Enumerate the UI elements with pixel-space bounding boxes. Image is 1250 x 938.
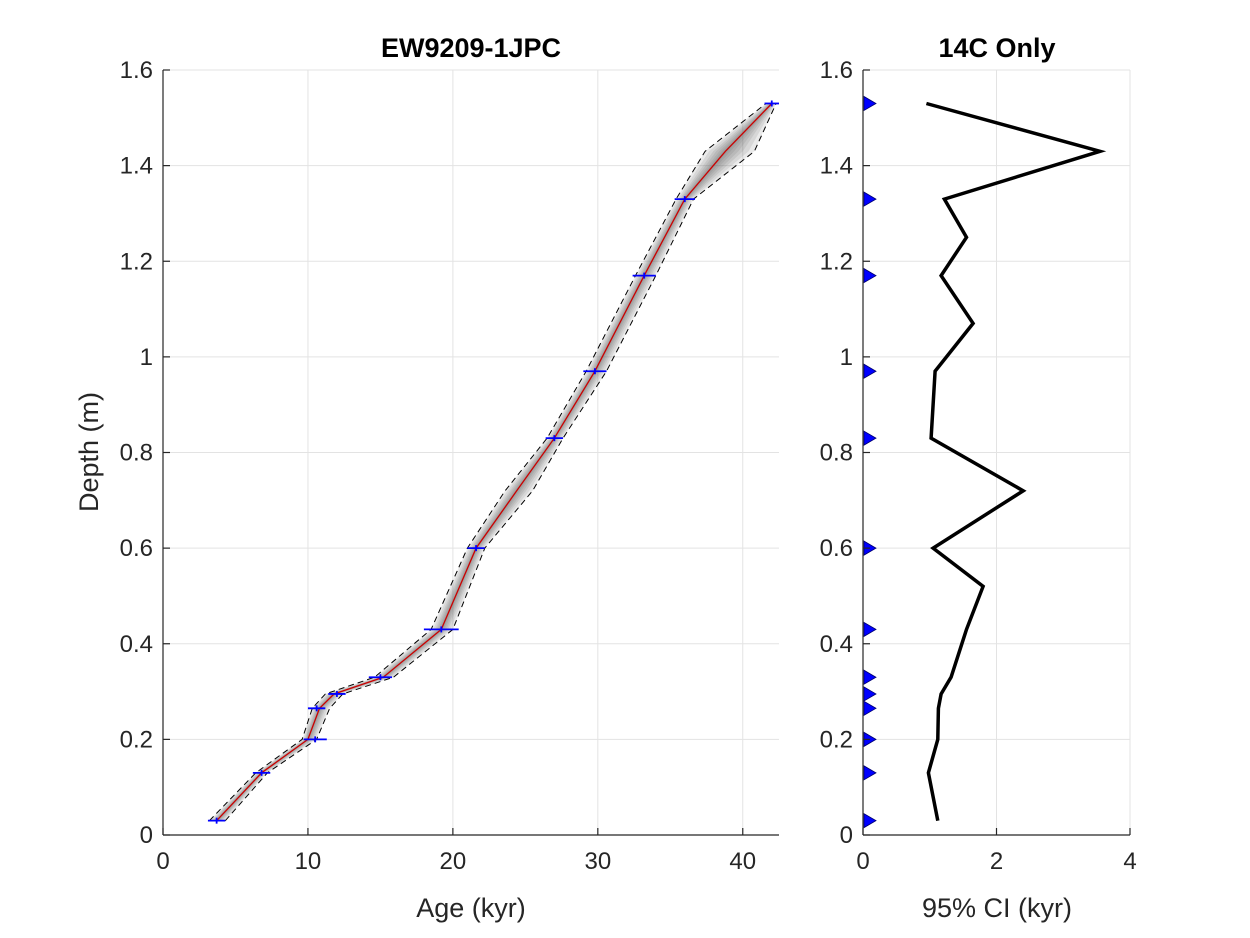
ensemble-band	[209, 103, 777, 821]
age-depth-y-tick-label: 0	[140, 822, 153, 849]
age-depth-y-tick-label: 0.2	[120, 726, 153, 753]
date-depth-marker	[863, 669, 877, 685]
ci-y-tick-label: 1.2	[820, 248, 853, 275]
ci-x-tick-label: 0	[856, 848, 869, 875]
age-depth-axes	[162, 69, 779, 836]
age-depth-y-tick-label: 1.6	[120, 57, 153, 84]
ci-y-tick-label: 0.2	[820, 726, 853, 753]
age-depth-x-tick-label: 30	[584, 848, 611, 875]
date-depth-marker	[863, 267, 877, 284]
age-depth-y-tick-label: 0.6	[120, 535, 153, 562]
date-depth-marker	[863, 812, 877, 829]
age-depth-x-tick-label: 10	[295, 848, 322, 875]
age-depth-ylabel: Depth (m)	[74, 392, 104, 512]
age-depth-ensemble-cloud	[209, 103, 777, 821]
ci-x-tick-label: 4	[1123, 848, 1136, 875]
ci-y-tick-label: 0	[840, 822, 853, 849]
age-depth-x-tick-label: 0	[156, 848, 169, 875]
age-depth-title: EW9209-1JPC	[381, 33, 561, 63]
ci-y-tick-label: 0.4	[820, 631, 853, 658]
ci-y-tick-label: 0.6	[820, 535, 853, 562]
age-depth-xlabel: Age (kyr)	[416, 893, 526, 923]
age-depth-dates	[207, 100, 779, 824]
date-depth-marker	[863, 430, 877, 446]
upper-bound-line	[224, 103, 777, 822]
ci-y-tick-label: 1.6	[820, 57, 853, 84]
age-depth-panel: 0 10 20 30 40 0 0.2 0.4 0.6 0.8 1 1.2 1.4 1.6 EW9209-…	[74, 33, 779, 923]
date-depth-marker	[863, 363, 877, 379]
date-depth-marker	[863, 700, 877, 716]
ci-width-line	[925, 101, 1107, 822]
age-depth-y-tick-label: 0.4	[120, 631, 153, 658]
ci-series	[925, 101, 1107, 822]
ci-tick-labels: 0 2 4 0 0.2 0.4 0.6 0.8 1 1.2 1.4 1.6	[820, 57, 1137, 875]
age-depth-x-tick-label: 40	[729, 848, 756, 875]
date-depth-marker	[863, 95, 877, 112]
age-depth-grid	[162, 69, 779, 836]
ci-y-tick-label: 1.4	[820, 153, 853, 180]
ci-x-tick-label: 2	[990, 848, 1003, 875]
date-depth-marker	[863, 191, 877, 207]
date-depth-marker	[863, 765, 877, 781]
ci-title: 14C Only	[938, 33, 1055, 63]
ci-axes	[862, 69, 1131, 836]
age-depth-y-tick-label: 1.2	[120, 248, 153, 275]
ci-y-tick-label: 0.8	[820, 440, 853, 467]
date-depth-marker	[863, 621, 877, 638]
ci-date-markers	[863, 95, 877, 829]
ensemble-band	[210, 103, 776, 821]
age-depth-y-tick-label: 0.8	[120, 440, 153, 467]
age-depth-tick-labels: 0 10 20 30 40 0 0.2 0.4 0.6 0.8 1 1.2 1.4 1.6	[120, 57, 756, 875]
ci-xlabel: 95% CI (kyr)	[922, 893, 1072, 923]
ci-y-tick-label: 1	[840, 344, 853, 371]
age-depth-y-tick-label: 1.4	[120, 153, 153, 180]
age-depth-y-tick-label: 1	[140, 344, 153, 371]
ci-panel: 0 2 4 0 0.2 0.4 0.6 0.8 1 1.2 1.4 1.6 14C Only 95% …	[820, 33, 1137, 923]
date-depth-marker	[863, 686, 877, 702]
age-depth-x-tick-label: 20	[440, 848, 467, 875]
